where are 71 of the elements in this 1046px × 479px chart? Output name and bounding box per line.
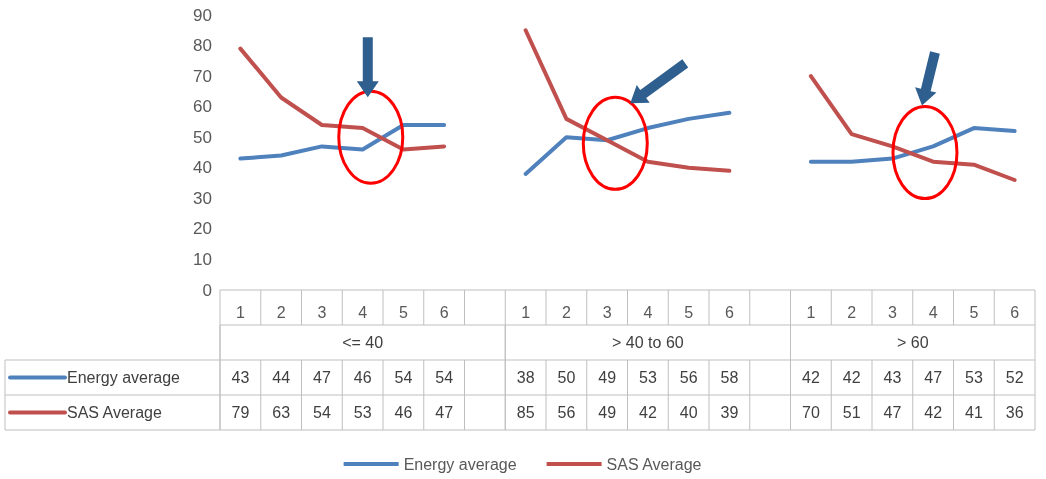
x-tick-label: 1 — [521, 303, 531, 321]
data-label: 42 — [801, 369, 820, 386]
data-label: 54 — [312, 404, 331, 421]
y-tick-label: 80 — [193, 36, 212, 56]
data-label: 47 — [924, 369, 943, 386]
data-label: 43 — [231, 369, 250, 386]
y-tick-label: 70 — [193, 66, 212, 86]
x-tick-label: 5 — [969, 303, 979, 321]
text: > 40 to 60 — [612, 334, 684, 351]
x-tick-label: 4 — [358, 303, 368, 321]
data-label: 46 — [353, 369, 372, 386]
x-tick-label: 3 — [887, 303, 897, 321]
text: Energy average — [403, 455, 517, 473]
x-tick-label: 6 — [724, 303, 734, 321]
data-label: 38 — [516, 369, 535, 386]
data-label: 47 — [883, 404, 902, 421]
data-label: 53 — [964, 369, 983, 386]
x-tick-label: 1 — [235, 303, 245, 321]
y-tick-label: 90 — [193, 5, 212, 25]
data-label: 52 — [1005, 369, 1024, 386]
data-label: 49 — [598, 369, 617, 386]
data-label: 49 — [598, 404, 617, 421]
x-tick-label: 4 — [928, 303, 938, 321]
x-tick-label: 1 — [806, 303, 816, 321]
data-label: 70 — [801, 404, 820, 421]
text: <= 40 — [342, 334, 384, 351]
x-tick-label: 6 — [1010, 303, 1020, 321]
data-label: 40 — [679, 404, 698, 421]
data-label: 53 — [353, 404, 372, 421]
y-tick-label: 30 — [193, 188, 212, 208]
data-label: 39 — [720, 404, 739, 421]
x-tick-label: 2 — [561, 303, 571, 321]
x-tick-label: 6 — [439, 303, 449, 321]
data-label: 41 — [964, 404, 983, 421]
data-label: 44 — [272, 369, 291, 386]
data-label: 54 — [394, 369, 413, 386]
x-tick-label: 2 — [276, 303, 286, 321]
x-tick-label: 5 — [684, 303, 694, 321]
data-label: 51 — [842, 404, 861, 421]
data-label: 54 — [435, 369, 454, 386]
data-label: 56 — [557, 404, 576, 421]
data-label: 47 — [312, 369, 331, 386]
x-tick-label: 4 — [643, 303, 653, 321]
y-tick-label: 60 — [193, 97, 212, 117]
data-label: 58 — [720, 369, 739, 386]
data-label: 42 — [842, 369, 861, 386]
data-label: 79 — [231, 404, 250, 421]
y-tick-label: 50 — [193, 127, 212, 147]
x-tick-label: 3 — [602, 303, 612, 321]
data-label: 63 — [272, 404, 291, 421]
data-label: 42 — [638, 404, 657, 421]
x-tick-label: 3 — [317, 303, 327, 321]
text: SAS Average — [606, 455, 702, 473]
text: > 60 — [896, 334, 929, 351]
legend-label: Energy average — [67, 369, 181, 386]
data-label: 42 — [924, 404, 943, 421]
x-tick-label: 5 — [398, 303, 408, 321]
y-tick-label: 20 — [193, 219, 212, 239]
data-label: 43 — [883, 369, 902, 386]
data-label: 46 — [394, 404, 413, 421]
data-label: 85 — [516, 404, 535, 421]
y-tick-label: 40 — [193, 158, 212, 178]
data-label: 50 — [557, 369, 576, 386]
data-label: 47 — [435, 404, 454, 421]
legend-label: SAS Average — [67, 404, 162, 421]
data-label: 36 — [1005, 404, 1024, 421]
data-label: 56 — [679, 369, 698, 386]
y-tick-label: 0 — [202, 280, 212, 300]
x-tick-label: 2 — [847, 303, 857, 321]
data-label: 53 — [638, 369, 657, 386]
y-tick-label: 10 — [193, 249, 212, 269]
